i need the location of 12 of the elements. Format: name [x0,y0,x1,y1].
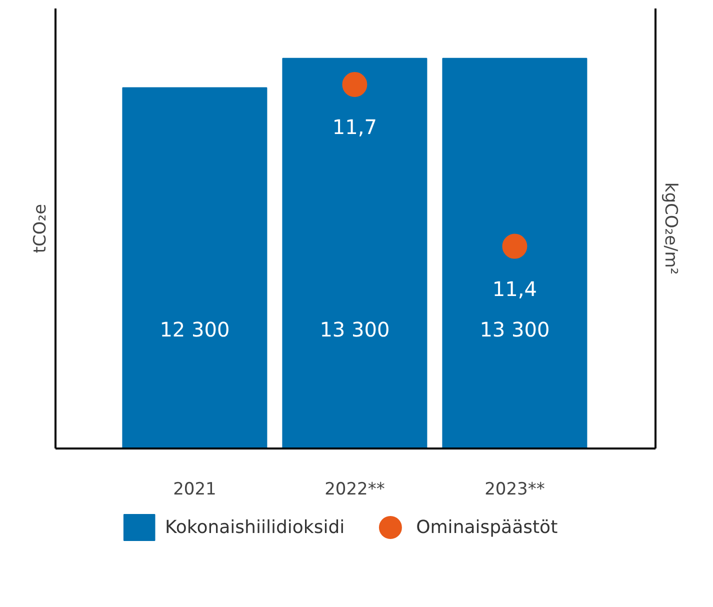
x-tick-label: 2022** [324,480,385,500]
data-label: 11,7 [332,115,377,140]
legend-label: Kokonaishiilidioksidi [165,517,345,538]
data-label: 13 300 [480,318,550,342]
y2-axis-title: kgCO₂e/m² [660,182,680,275]
x-tick-label: 2023** [484,480,545,500]
x-tick-label: 2021 [173,480,216,500]
y-axis-title: tCO₂e [30,204,50,254]
data-label: 11,4 [492,276,537,301]
data-label: 13 300 [320,318,390,342]
legend-label: Ominaispäästöt [416,517,558,538]
data-label: 12 300 [160,318,230,342]
